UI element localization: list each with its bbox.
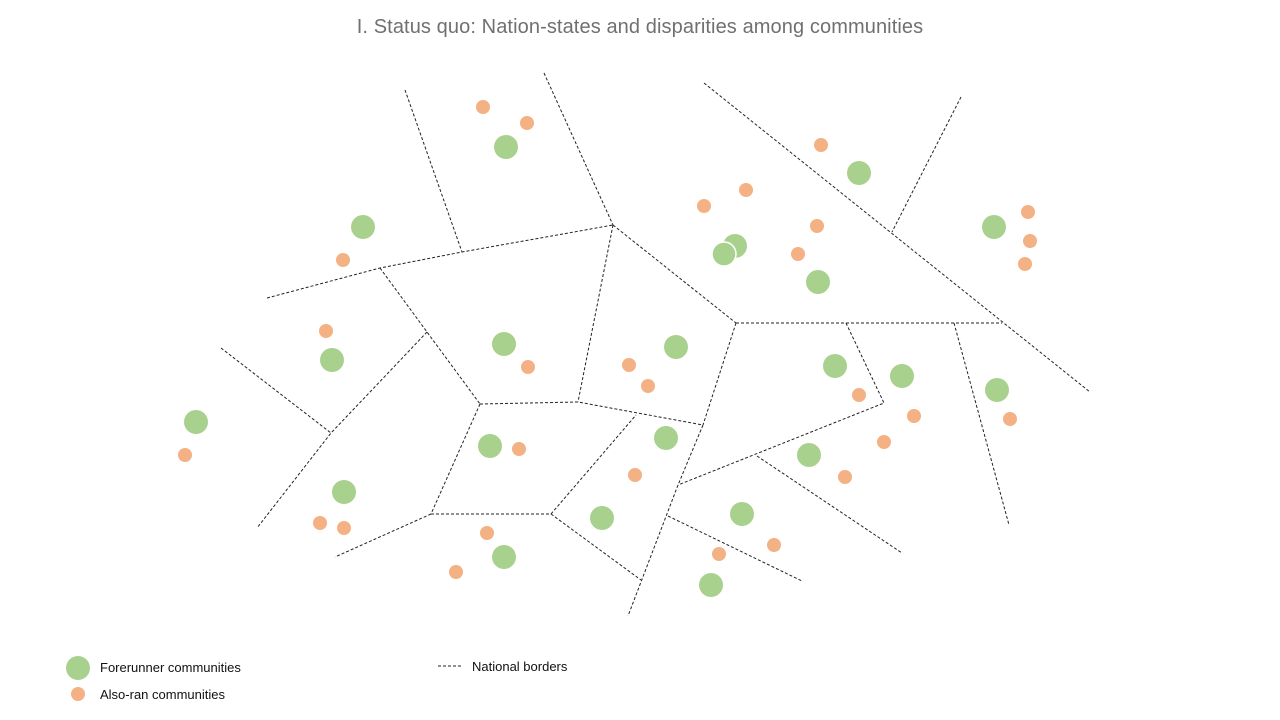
forerunner-community <box>492 332 516 356</box>
also-ran-community <box>480 526 494 540</box>
forerunner-community <box>590 506 614 530</box>
forerunner-community <box>797 443 821 467</box>
also-ran-community <box>512 442 526 456</box>
forerunner-community <box>890 364 914 388</box>
forerunner-community <box>985 378 1009 402</box>
forerunner-community <box>332 480 356 504</box>
also-ran-community <box>877 435 891 449</box>
forerunner-community <box>184 410 208 434</box>
forerunner-community <box>664 335 688 359</box>
also-ran-community <box>1023 234 1037 248</box>
also-ran-community <box>1003 412 1017 426</box>
forerunner-community <box>847 161 871 185</box>
legend-forerunner-label: Forerunner communities <box>100 660 241 675</box>
also-ran-community <box>791 247 805 261</box>
also-ran-community <box>336 253 350 267</box>
diagram-title: I. Status quo: Nation-states and dispari… <box>356 16 924 38</box>
forerunner-community <box>320 348 344 372</box>
also-ran-community <box>313 516 327 530</box>
also-ran-community <box>814 138 828 152</box>
forerunner-community <box>699 573 723 597</box>
legend-borders-label: National borders <box>472 659 568 674</box>
forerunner-community <box>478 434 502 458</box>
also-ran-community <box>337 521 351 535</box>
also-ran-community <box>1021 205 1035 219</box>
legend-forerunner-swatch <box>66 656 90 680</box>
also-ran-community <box>476 100 490 114</box>
forerunner-communities <box>184 135 1009 597</box>
also-ran-community <box>520 116 534 130</box>
forerunner-community <box>982 215 1006 239</box>
also-ran-communities <box>178 100 1037 579</box>
also-ran-community <box>838 470 852 484</box>
also-ran-community <box>521 360 535 374</box>
also-ran-community <box>739 183 753 197</box>
forerunner-community <box>730 502 754 526</box>
also-ran-community <box>178 448 192 462</box>
also-ran-community <box>697 199 711 213</box>
forerunner-community <box>711 241 737 267</box>
legend-alsoran-label: Also-ran communities <box>100 687 225 702</box>
national-borders <box>220 72 1091 617</box>
also-ran-community <box>852 388 866 402</box>
also-ran-community <box>319 324 333 338</box>
also-ran-community <box>810 219 824 233</box>
legend: Forerunner communities Also-ran communit… <box>66 656 568 702</box>
forerunner-community <box>351 215 375 239</box>
also-ran-community <box>712 547 726 561</box>
forerunner-community <box>823 354 847 378</box>
forerunner-community <box>494 135 518 159</box>
legend-alsoran-swatch <box>71 687 85 701</box>
also-ran-community <box>628 468 642 482</box>
also-ran-community <box>1018 257 1032 271</box>
forerunner-community <box>654 426 678 450</box>
forerunner-community <box>806 270 830 294</box>
also-ran-community <box>622 358 636 372</box>
also-ran-community <box>767 538 781 552</box>
also-ran-community <box>449 565 463 579</box>
also-ran-community <box>641 379 655 393</box>
also-ran-community <box>907 409 921 423</box>
forerunner-community <box>492 545 516 569</box>
